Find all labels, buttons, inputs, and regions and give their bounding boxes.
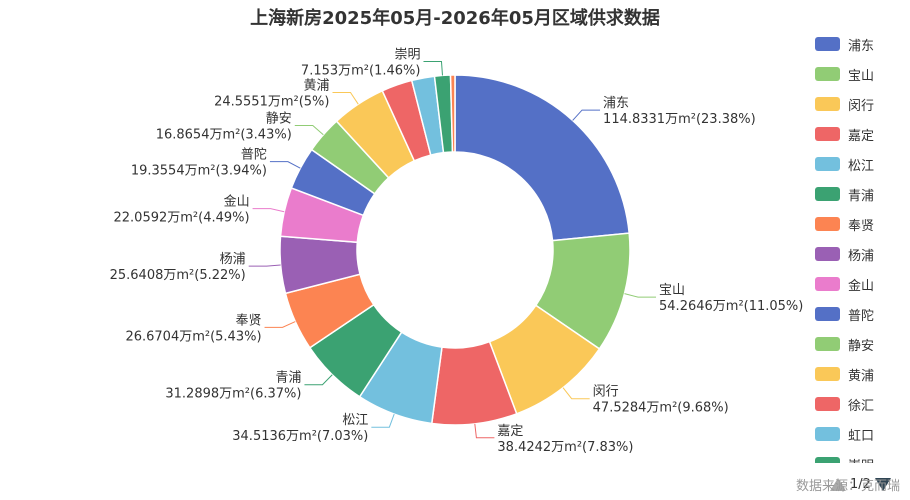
legend-item-静安[interactable]: 静安	[815, 329, 905, 359]
legend-item-崇明[interactable]: 崇明	[815, 449, 905, 463]
legend-item-嘉定[interactable]: 嘉定	[815, 119, 905, 149]
legend-swatch	[815, 37, 840, 51]
label-value-静安: 16.8654万m²(3.43%)	[156, 128, 292, 143]
legend-label: 黄浦	[848, 368, 875, 384]
label-value-宝山: 54.2646万m²(11.05%)	[659, 299, 803, 314]
label-line-崇明	[423, 60, 443, 76]
label-value-黄浦: 24.5551万m²(5%)	[214, 95, 329, 110]
legend-swatch	[815, 397, 840, 411]
legend-swatch	[815, 247, 840, 261]
label-name-浦东: 浦东	[603, 96, 629, 111]
legend-label: 杨浦	[848, 248, 875, 264]
legend-page-indicator: 1/2	[850, 476, 871, 492]
legend: 浦东宝山闵行嘉定松江青浦奉贤杨浦金山普陀静安黄浦徐汇虹口崇明	[815, 29, 905, 463]
label-line-宝山	[624, 293, 657, 298]
legend-label: 闵行	[848, 98, 875, 114]
chart-title: 上海新房2025年05月-2026年05月区域供求数据	[250, 8, 660, 29]
legend-swatch	[815, 187, 840, 201]
legend-item-普陀[interactable]: 普陀	[815, 299, 905, 329]
legend-swatch	[815, 277, 840, 291]
label-line-闵行	[562, 387, 590, 400]
label-line-杨浦	[248, 264, 281, 267]
slice-other-15[interactable]	[449, 74, 456, 153]
label-value-闵行: 47.5284万m²(9.68%)	[593, 401, 729, 416]
label-name-嘉定: 嘉定	[497, 424, 523, 439]
legend-label: 青浦	[848, 188, 875, 204]
label-value-浦东: 114.8331万m²(23.38%)	[603, 112, 756, 127]
label-line-金山	[252, 208, 285, 213]
legend-item-奉贤[interactable]: 奉贤	[815, 209, 905, 239]
slices-layer	[279, 74, 631, 426]
legend-label: 静安	[848, 338, 875, 354]
legend-label: 崇明	[848, 455, 874, 464]
label-line-青浦	[304, 374, 333, 386]
label-name-黄浦: 黄浦	[303, 79, 329, 94]
label-value-金山: 22.0592万m²(4.49%)	[114, 211, 250, 226]
legend-item-宝山[interactable]: 宝山	[815, 59, 905, 89]
legend-label: 嘉定	[848, 128, 875, 144]
label-name-金山: 金山	[224, 194, 250, 210]
legend-swatch	[815, 157, 840, 171]
legend-pager: 1/2	[830, 474, 891, 494]
legend-label: 金山	[848, 278, 875, 294]
legend-label: 虹口	[848, 428, 875, 444]
label-name-杨浦: 杨浦	[220, 252, 246, 267]
label-line-奉贤	[264, 321, 296, 328]
legend-swatch	[815, 307, 840, 321]
label-value-杨浦: 25.6408万m²(5.22%)	[110, 268, 246, 283]
legend-next-page-icon[interactable]	[874, 477, 891, 491]
legend-swatch	[815, 337, 840, 351]
label-value-奉贤: 26.6704万m²(5.43%)	[125, 329, 261, 344]
label-name-宝山: 宝山	[659, 283, 685, 298]
legend-label: 奉贤	[848, 218, 875, 234]
legend-item-金山[interactable]: 金山	[815, 269, 905, 299]
source-note: 数据来源：克而瑞	[795, 479, 900, 494]
label-name-静安: 静安	[266, 112, 292, 127]
legend-swatch	[815, 217, 840, 231]
label-name-闵行: 闵行	[593, 385, 619, 400]
label-line-嘉定	[474, 423, 495, 439]
legend-swatch	[815, 67, 840, 81]
slice-浦东[interactable]	[454, 74, 631, 242]
label-value-松江: 34.5136万m²(7.03%)	[232, 429, 368, 444]
legend-prev-page-icon[interactable]	[830, 477, 846, 491]
label-name-普陀: 普陀	[241, 147, 267, 163]
legend-item-闵行[interactable]: 闵行	[815, 89, 905, 119]
legend-item-徐汇[interactable]: 徐汇	[815, 389, 905, 419]
legend-swatch	[815, 97, 840, 111]
legend-swatch	[815, 367, 840, 381]
label-name-奉贤: 奉贤	[236, 313, 262, 328]
legend-item-黄浦[interactable]: 黄浦	[815, 359, 905, 389]
label-value-嘉定: 38.4242万m²(7.83%)	[497, 440, 633, 455]
label-value-崇明: 7.153万m²(1.46%)	[301, 63, 421, 78]
label-name-崇明: 崇明	[394, 47, 420, 62]
legend-label: 松江	[848, 158, 875, 174]
label-line-普陀	[269, 161, 301, 169]
legend-item-虹口[interactable]: 虹口	[815, 419, 905, 449]
label-value-青浦: 31.2898万m²(6.37%)	[165, 387, 301, 402]
label-line-静安	[294, 125, 324, 136]
label-line-浦东	[572, 109, 601, 121]
legend-item-杨浦[interactable]: 杨浦	[815, 239, 905, 269]
legend-item-松江[interactable]: 松江	[815, 149, 905, 179]
legend-label: 徐汇	[848, 398, 875, 414]
label-name-青浦: 青浦	[275, 371, 301, 386]
label-line-黄浦	[332, 92, 359, 105]
label-value-普陀: 19.3554万m²(3.94%)	[131, 164, 267, 179]
legend-swatch	[815, 127, 840, 141]
legend-label: 普陀	[848, 308, 875, 324]
legend-item-浦东[interactable]: 浦东	[815, 29, 905, 59]
legend-swatch	[815, 457, 840, 463]
legend-item-青浦[interactable]: 青浦	[815, 179, 905, 209]
label-line-松江	[371, 413, 395, 428]
label-name-松江: 松江	[342, 413, 368, 428]
legend-swatch	[815, 427, 840, 441]
legend-label: 浦东	[848, 38, 875, 54]
legend-label: 宝山	[848, 68, 875, 84]
